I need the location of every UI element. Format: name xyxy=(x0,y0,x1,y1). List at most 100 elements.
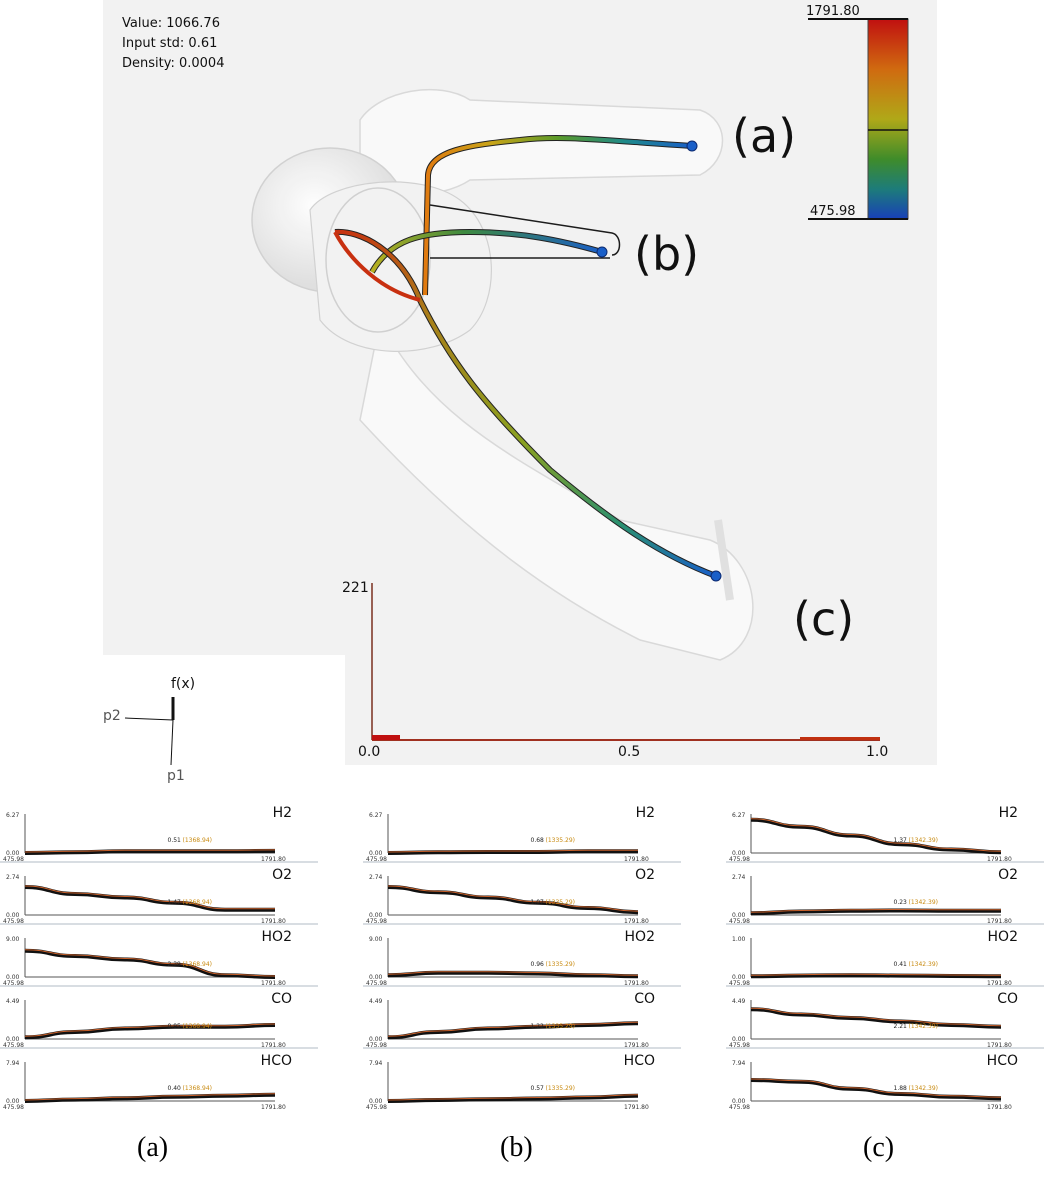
species-selected-x: (1335.29) xyxy=(546,961,576,968)
species-curve xyxy=(24,1023,276,1040)
species-curve-highlight xyxy=(750,1007,1002,1027)
species-ymin: 0.00 xyxy=(732,912,746,919)
species-xmax: 1791.80 xyxy=(261,1042,286,1049)
species-xmax: 1791.80 xyxy=(261,980,286,987)
species-ymax: 4.49 xyxy=(6,998,20,1005)
species-panel-b: H2 6.27 0.00 475.98 1791.80 0.68 (1335.29) O2 2.… xyxy=(363,800,681,1120)
species-selected-x: (1368.94) xyxy=(183,899,213,906)
species-name: H2 xyxy=(999,805,1018,821)
species-curve-highlight xyxy=(24,1023,276,1037)
species-xmin: 475.98 xyxy=(3,1042,24,1049)
streamline-a[interactable] xyxy=(422,134,698,296)
species-row-bg xyxy=(0,986,318,1048)
species-value: 0.68 xyxy=(531,837,545,844)
label-c: (c) xyxy=(793,592,854,646)
species-ymin: 0.00 xyxy=(732,1098,746,1105)
species-ymin: 0.00 xyxy=(369,974,383,981)
species-value: 0.51 xyxy=(168,837,182,844)
histogram[interactable]: 221 0.0 0.5 1.0 xyxy=(342,580,888,760)
species-curve-highlight xyxy=(387,971,639,976)
species-ymax: 7.94 xyxy=(6,1060,20,1067)
species-ymax: 7.94 xyxy=(369,1060,383,1067)
scene-svg[interactable]: (a) (b) (c) 1791.80 475.98 f(x) p2 p1 22… xyxy=(0,0,1044,800)
species-value: 0.57 xyxy=(531,1085,545,1092)
species-selected-x: (1368.94) xyxy=(183,1085,213,1092)
species-name: CO xyxy=(634,991,655,1007)
species-ymin: 0.00 xyxy=(369,912,383,919)
species-name: CO xyxy=(271,991,292,1007)
species-xmin: 475.98 xyxy=(3,1104,24,1111)
species-selected-x: (1335.29) xyxy=(546,899,576,906)
species-xmin: 475.98 xyxy=(366,856,387,863)
species-xmin: 475.98 xyxy=(366,1104,387,1111)
species-xmin: 475.98 xyxy=(729,980,750,987)
species-curve xyxy=(387,1093,639,1103)
species-row-bg xyxy=(363,986,681,1048)
species-panel-a: H2 6.27 0.00 475.98 1791.80 0.51 (1368.94) O2 2.… xyxy=(0,800,318,1120)
species-selected-x: (1342.39) xyxy=(909,837,939,844)
species-xmax: 1791.80 xyxy=(624,1042,649,1049)
species-name: O2 xyxy=(635,867,655,883)
species-ymax: 2.74 xyxy=(732,874,746,881)
colorbar[interactable]: 1791.80 475.98 xyxy=(806,4,909,220)
species-ymax: 1.00 xyxy=(732,936,746,943)
species-curve-highlight xyxy=(24,949,276,977)
histogram-tick-0: 0.0 xyxy=(358,744,380,760)
species-curve xyxy=(750,1007,1002,1029)
species-ymin: 0.00 xyxy=(6,1036,20,1043)
species-xmin: 475.98 xyxy=(366,1042,387,1049)
species-ymin: 0.00 xyxy=(369,1036,383,1043)
species-ymax: 4.49 xyxy=(369,998,383,1005)
histogram-count: 221 xyxy=(342,580,369,596)
species-ymax: 6.27 xyxy=(369,812,383,819)
species-ymax: 2.74 xyxy=(6,874,20,881)
species-curve xyxy=(750,1078,1002,1101)
species-value: 1.88 xyxy=(894,1085,908,1092)
species-xmax: 1791.80 xyxy=(987,1104,1012,1111)
species-row-bg xyxy=(726,986,1044,1048)
species-xmax: 1791.80 xyxy=(261,856,286,863)
species-value: 0.40 xyxy=(168,1085,182,1092)
species-ymax: 7.94 xyxy=(732,1060,746,1067)
species-ymax: 6.27 xyxy=(6,812,20,819)
species-curve xyxy=(24,1092,276,1103)
species-curve-highlight xyxy=(387,885,639,912)
species-value: 0.96 xyxy=(531,961,545,968)
species-value: 2.39 xyxy=(168,961,182,968)
species-curve xyxy=(387,885,639,915)
species-xmax: 1791.80 xyxy=(624,918,649,925)
species-selected-x: (1342.39) xyxy=(909,899,939,906)
species-ymin: 0.00 xyxy=(6,912,20,919)
axes-p1: p1 xyxy=(167,768,185,784)
species-curve xyxy=(24,848,276,855)
species-ymax: 2.74 xyxy=(369,874,383,881)
species-xmin: 475.98 xyxy=(366,980,387,987)
species-ymin: 0.00 xyxy=(732,974,746,981)
species-xmin: 475.98 xyxy=(366,918,387,925)
species-name: CO xyxy=(997,991,1018,1007)
axes-fx: f(x) xyxy=(171,676,195,692)
streamline-c[interactable] xyxy=(333,228,722,582)
species-name: H2 xyxy=(636,805,655,821)
species-curve xyxy=(24,948,276,979)
streamline-b[interactable] xyxy=(369,228,608,274)
species-selected-x: (1335.29) xyxy=(546,1023,576,1030)
species-curve xyxy=(750,908,1001,916)
species-xmax: 1791.80 xyxy=(987,980,1012,987)
caption-c: (c) xyxy=(863,1132,895,1163)
species-value: 0.95 xyxy=(168,1023,182,1030)
species-name: HCO xyxy=(261,1053,292,1069)
species-curve xyxy=(387,970,639,979)
species-selected-x: (1368.94) xyxy=(183,1023,213,1030)
tube-geometry xyxy=(251,88,754,661)
species-name: O2 xyxy=(998,867,1018,883)
species-selected-x: (1342.39) xyxy=(909,1023,939,1030)
histogram-tick-1: 0.5 xyxy=(618,744,640,760)
species-selected-x: (1335.29) xyxy=(546,1085,576,1092)
species-xmin: 475.98 xyxy=(729,856,750,863)
species-curve xyxy=(387,849,638,855)
species-curve-highlight xyxy=(24,1093,276,1101)
